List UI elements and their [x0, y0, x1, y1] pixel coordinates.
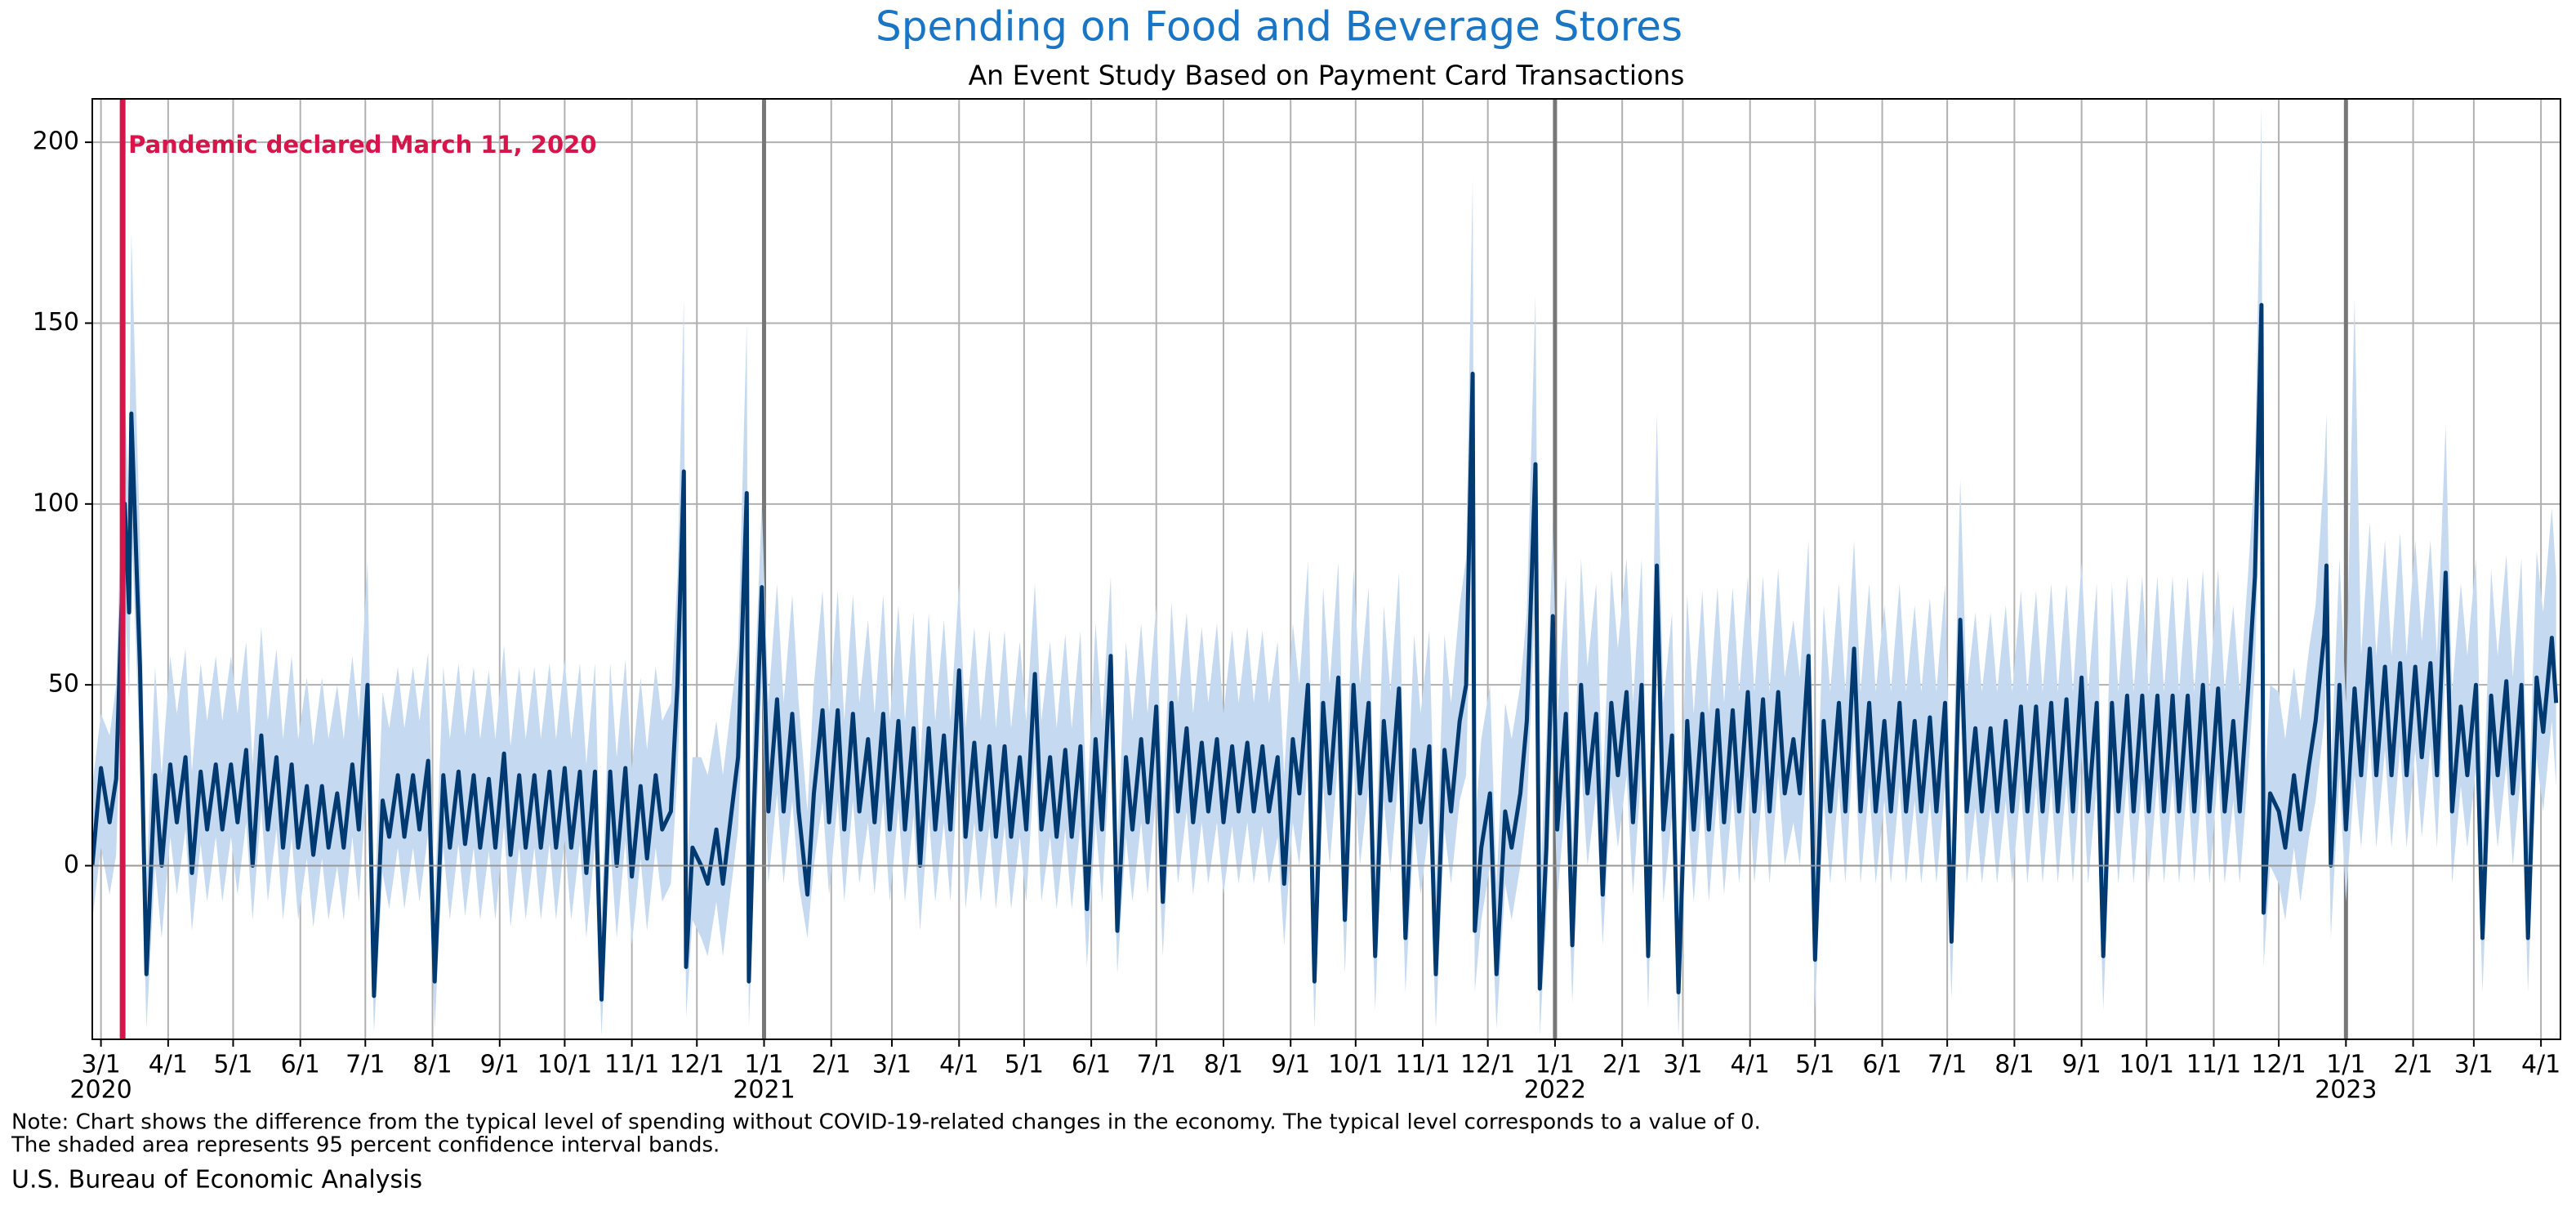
plot-frame: [91, 98, 2561, 1040]
chart-subtitle: An Event Study Based on Payment Card Tra…: [969, 60, 1685, 92]
x-tick-label: 5/1: [1005, 1051, 1044, 1079]
x-tick-label: 3/1: [2454, 1051, 2494, 1079]
year-label: 2021: [733, 1076, 795, 1105]
y-tick-label: 0: [64, 851, 79, 879]
x-tick-label: 5/1: [1795, 1051, 1834, 1079]
x-tick-label: 1/1: [2326, 1051, 2365, 1079]
x-tick-label: 7/1: [1137, 1051, 1176, 1079]
x-tick-label: 12/1: [670, 1051, 724, 1079]
x-tick-label: 4/1: [2521, 1051, 2560, 1079]
year-label: 2022: [1524, 1076, 1586, 1105]
confidence-band: [92, 105, 2556, 1036]
data-line: [92, 302, 2559, 1002]
x-tick-label: 1/1: [1535, 1051, 1575, 1079]
x-tick-label: 2/1: [812, 1051, 851, 1079]
axes: 0 50 100 150 200 3/1 4/1 5/1 6/1 7/1 8/1 9/1 10/1 11/…: [33, 98, 2561, 1105]
x-tick-label: 10/1: [1328, 1051, 1383, 1079]
year-label: 2023: [2315, 1076, 2377, 1105]
x-tick-label: 10/1: [537, 1051, 592, 1079]
x-tick-label: 2/1: [2393, 1051, 2432, 1079]
x-tick-label: 4/1: [939, 1051, 978, 1079]
x-tick-label: 1/1: [744, 1051, 783, 1079]
x-tick-label: 5/1: [213, 1051, 252, 1079]
x-tick-label: 6/1: [1862, 1051, 1901, 1079]
y-tick-label: 100: [33, 489, 79, 517]
year-label: 2020: [69, 1076, 131, 1105]
x-tick-label: 4/1: [149, 1051, 188, 1079]
pandemic-label: Pandemic declared March 11, 2020: [128, 131, 596, 159]
x-tick-label: 9/1: [1271, 1051, 1310, 1079]
x-tick-label: 9/1: [2062, 1051, 2101, 1079]
x-tick-label: 12/1: [2251, 1051, 2306, 1079]
x-tick-label: 7/1: [1928, 1051, 1967, 1079]
x-tick-label: 8/1: [1994, 1051, 2034, 1079]
x-tick-label: 3/1: [81, 1051, 120, 1079]
x-tick-label: 8/1: [412, 1051, 452, 1079]
x-tick-label: 11/1: [604, 1051, 659, 1079]
x-tick-label: 7/1: [345, 1051, 385, 1079]
x-tick-label: 6/1: [1072, 1051, 1111, 1079]
x-tick-label: 11/1: [2186, 1051, 2241, 1079]
y-tick-label: 200: [33, 127, 79, 156]
y-tick-label: 150: [33, 308, 79, 337]
note: The shaded area represents 95 percent co…: [11, 1133, 720, 1158]
x-tick-label: 6/1: [281, 1051, 320, 1079]
chart-title: Spending on Food and Beverage Stores: [876, 3, 1682, 51]
x-tick-label: 11/1: [1395, 1051, 1450, 1079]
x-tick-label: 4/1: [1731, 1051, 1770, 1079]
x-tick-label: 2/1: [1602, 1051, 1642, 1079]
x-tick-label: 3/1: [872, 1051, 911, 1079]
note: Note: Chart shows the difference from th…: [11, 1110, 1761, 1135]
grid: [92, 99, 2560, 1039]
x-tick-label: 3/1: [1663, 1051, 1702, 1079]
x-tick-label: 10/1: [2119, 1051, 2174, 1079]
source: U.S. Bureau of Economic Analysis: [11, 1166, 422, 1195]
plot-area: [92, 99, 2560, 1039]
x-tick-label: 8/1: [1204, 1051, 1243, 1079]
x-tick-label: 12/1: [1460, 1051, 1515, 1079]
x-tick-label: 9/1: [480, 1051, 519, 1079]
y-tick-label: 50: [48, 670, 79, 699]
